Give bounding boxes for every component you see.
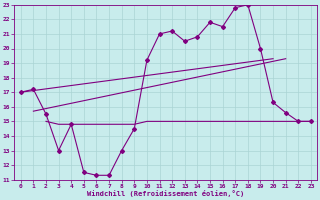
X-axis label: Windchill (Refroidissement éolien,°C): Windchill (Refroidissement éolien,°C) (87, 190, 244, 197)
